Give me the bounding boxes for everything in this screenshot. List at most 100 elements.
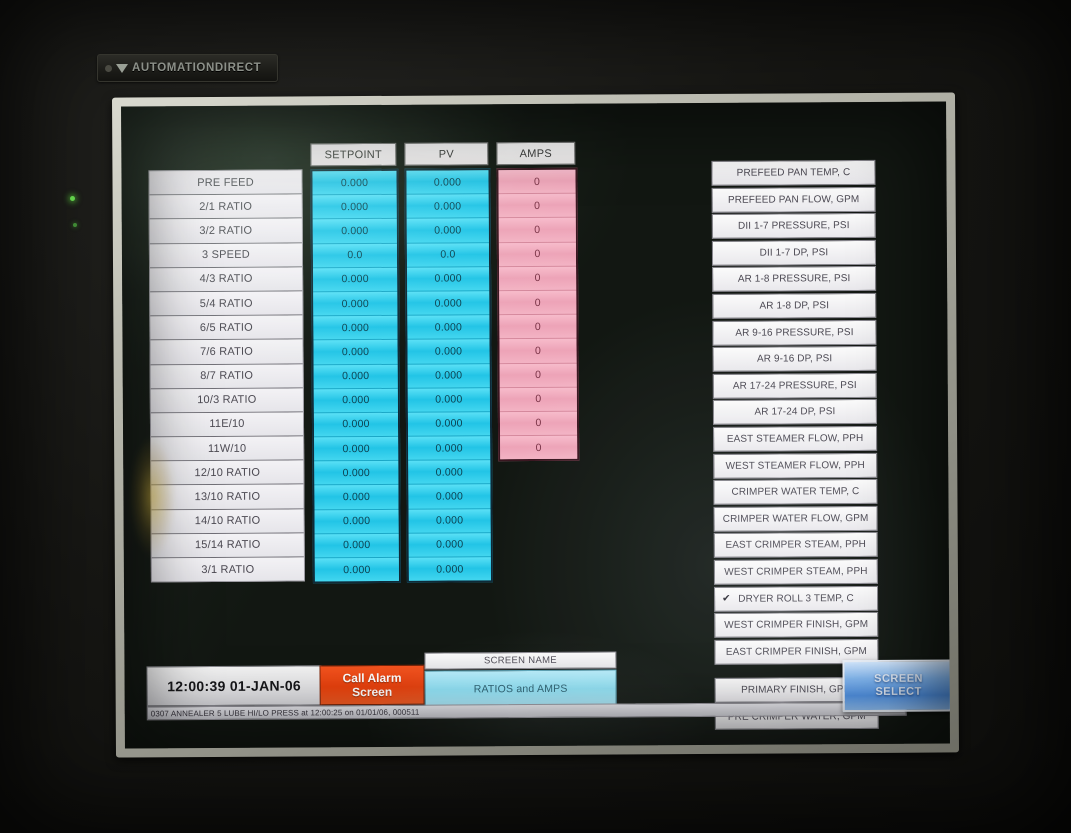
tag-select-item[interactable]: EAST STEAMER FLOW, PPH [713, 425, 878, 452]
drive-label-row[interactable]: 2/1 RATIO [149, 194, 302, 220]
call-alarm-screen-button[interactable]: Call Alarm Screen [319, 664, 425, 706]
drive-label-row[interactable]: 11W/10 [151, 436, 304, 462]
amps-cell: 0 [500, 435, 578, 460]
pv-value-column: 0.000 0.000 0.000 0.0 0.000 0.000 0.000 0.000 0.… [404, 168, 493, 583]
setpoint-cell[interactable]: 0.000 [314, 461, 399, 486]
setpoint-cell[interactable]: 0.000 [313, 340, 398, 365]
pv-cell: 0.000 [407, 412, 491, 437]
setpoint-cell[interactable]: 0.0 [312, 243, 398, 269]
pv-cell: 0.000 [406, 218, 489, 244]
pv-cell: 0.000 [407, 339, 490, 365]
drive-label-row[interactable]: 15/14 RATIO [151, 533, 304, 559]
tag-select-item[interactable]: AR 17-24 DP, PSI [712, 399, 878, 426]
setpoint-cell[interactable]: 0.000 [313, 267, 398, 293]
screen-select-line1: SCREEN [874, 672, 924, 685]
drive-label-row[interactable]: PRE FEED [149, 170, 302, 196]
tag-select-item[interactable]: PREFEED PAN TEMP, C [711, 159, 876, 187]
tag-select-item[interactable]: ✔ DRYER ROLL 3 TEMP, C [713, 585, 879, 612]
pv-cell: 0.000 [407, 363, 490, 389]
power-led-icon [70, 196, 75, 201]
header-setpoint: SETPOINT [310, 142, 397, 167]
pv-cell: 0.000 [408, 484, 491, 510]
setpoint-cell[interactable]: 0.000 [313, 315, 398, 341]
tag-select-item[interactable]: DII 1-7 PRESSURE, PSI [711, 213, 876, 240]
setpoint-cell[interactable]: 0.000 [313, 388, 398, 414]
tag-select-item[interactable]: AR 1-8 DP, PSI [712, 292, 877, 319]
setpoint-cell[interactable]: 0.000 [314, 485, 399, 510]
pv-cell: 0.000 [408, 460, 491, 486]
drive-label-row[interactable]: 5/4 RATIO [150, 291, 303, 317]
pv-cell: 0.0 [406, 242, 490, 268]
tag-select-item[interactable]: CRIMPER WATER FLOW, GPM [713, 505, 878, 532]
drive-label-row[interactable]: 8/7 RATIO [150, 363, 303, 390]
tag-select-label: WEST CRIMPER STEAM, PPH [724, 565, 868, 578]
setpoint-cell[interactable]: 0.000 [313, 364, 398, 390]
amps-cell: 0 [499, 387, 577, 413]
tag-select-label: WEST CRIMPER FINISH, GPM [724, 619, 869, 631]
tag-select-item[interactable]: AR 17-24 PRESSURE, PSI [712, 372, 877, 399]
drive-label-row[interactable]: 12/10 RATIO [151, 460, 304, 486]
tag-select-label: AR 9-16 PRESSURE, PSI [735, 326, 854, 339]
screen-select-button[interactable]: SCREEN SELECT [842, 659, 950, 713]
screen-select-line2: SELECT [875, 685, 922, 698]
tag-select-item[interactable]: EAST CRIMPER STEAM, PPH [713, 532, 878, 559]
drive-label-row[interactable]: 14/10 RATIO [151, 509, 304, 535]
screen-name-header: SCREEN NAME [424, 651, 617, 670]
drive-label-row[interactable]: 10/3 RATIO [150, 388, 303, 414]
amps-cell: 0 [498, 193, 576, 219]
tag-select-label: AR 17-24 DP, PSI [754, 406, 836, 419]
drive-label-row[interactable]: 7/6 RATIO [150, 339, 303, 365]
drive-label-row[interactable]: 3 SPEED [149, 242, 303, 269]
header-amps: AMPS [496, 141, 576, 166]
drive-label-row[interactable]: 6/5 RATIO [150, 315, 303, 341]
tag-select-label: EAST STEAMER FLOW, PPH [726, 432, 864, 445]
tag-select-item[interactable]: CRIMPER WATER TEMP, C [713, 479, 878, 506]
amps-cell: 0 [499, 339, 577, 364]
tag-select-item[interactable]: AR 1-8 PRESSURE, PSI [712, 266, 877, 293]
setpoint-cell[interactable]: 0.000 [313, 291, 398, 317]
amps-cell: 0 [499, 290, 577, 316]
setpoint-cell[interactable]: 0.000 [314, 533, 399, 559]
tag-select-item[interactable]: AR 9-16 PRESSURE, PSI [712, 319, 877, 346]
setpoint-cell[interactable]: 0.000 [314, 436, 399, 462]
call-alarm-line2: Screen [352, 684, 393, 700]
tag-select-item[interactable]: DII 1-7 DP, PSI [711, 239, 877, 266]
pv-cell: 0.000 [408, 533, 491, 558]
status-led-icon [73, 223, 77, 227]
lcd-bezel: SETPOINT PV AMPS PRE FEED 2/1 RATIO 3/2 RA… [111, 92, 960, 758]
hmi-application: SETPOINT PV AMPS PRE FEED 2/1 RATIO 3/2 RA… [121, 101, 950, 748]
setpoint-value-column: 0.000 0.000 0.000 0.0 0.000 0.000 0.000 0.000 0.… [310, 168, 401, 584]
setpoint-cell[interactable]: 0.000 [314, 509, 399, 535]
setpoint-cell[interactable]: 0.000 [312, 170, 397, 196]
tag-select-item[interactable]: WEST CRIMPER FINISH, GPM [714, 612, 879, 639]
tag-select-item[interactable]: WEST CRIMPER STEAM, PPH [713, 558, 878, 585]
setpoint-cell[interactable]: 0.000 [314, 557, 399, 582]
tag-select-item[interactable]: WEST STEAMER FLOW, PPH [713, 452, 878, 479]
tag-select-label: AR 1-8 PRESSURE, PSI [737, 273, 851, 286]
triangle-logo-icon [116, 64, 128, 73]
drive-label-row[interactable]: 11E/10 [150, 412, 304, 438]
amps-cell: 0 [499, 266, 577, 292]
pv-cell: 0.000 [408, 557, 491, 581]
brand-logo-plate: AUTOMATIONDIRECT [97, 54, 278, 82]
drive-label-row[interactable]: 13/10 RATIO [151, 484, 304, 510]
pv-cell: 0.000 [408, 436, 491, 462]
setpoint-cell[interactable]: 0.000 [313, 412, 399, 438]
amps-cell: 0 [499, 411, 578, 437]
screen-name-field: SCREEN NAME RATIOS and AMPS [424, 651, 617, 709]
clock-display: 12:00:39 01-JAN-06 [146, 665, 322, 707]
call-alarm-line1: Call Alarm [342, 670, 402, 686]
pv-cell: 0.000 [407, 387, 490, 413]
tag-select-label: PREFEED PAN TEMP, C [736, 167, 851, 179]
drive-label-row[interactable]: 3/1 RATIO [151, 557, 304, 582]
drive-label-row[interactable]: 3/2 RATIO [149, 218, 302, 244]
tag-select-item[interactable]: AR 9-16 DP, PSI [712, 346, 877, 373]
drive-label-row[interactable]: 4/3 RATIO [150, 267, 303, 293]
setpoint-cell[interactable]: 0.000 [312, 195, 397, 220]
tag-select-item[interactable]: PREFEED PAN FLOW, GPM [711, 186, 876, 213]
setpoint-cell[interactable]: 0.000 [312, 219, 397, 244]
tag-select-label: CRIMPER WATER TEMP, C [731, 486, 860, 498]
amps-cell: 0 [498, 169, 576, 195]
